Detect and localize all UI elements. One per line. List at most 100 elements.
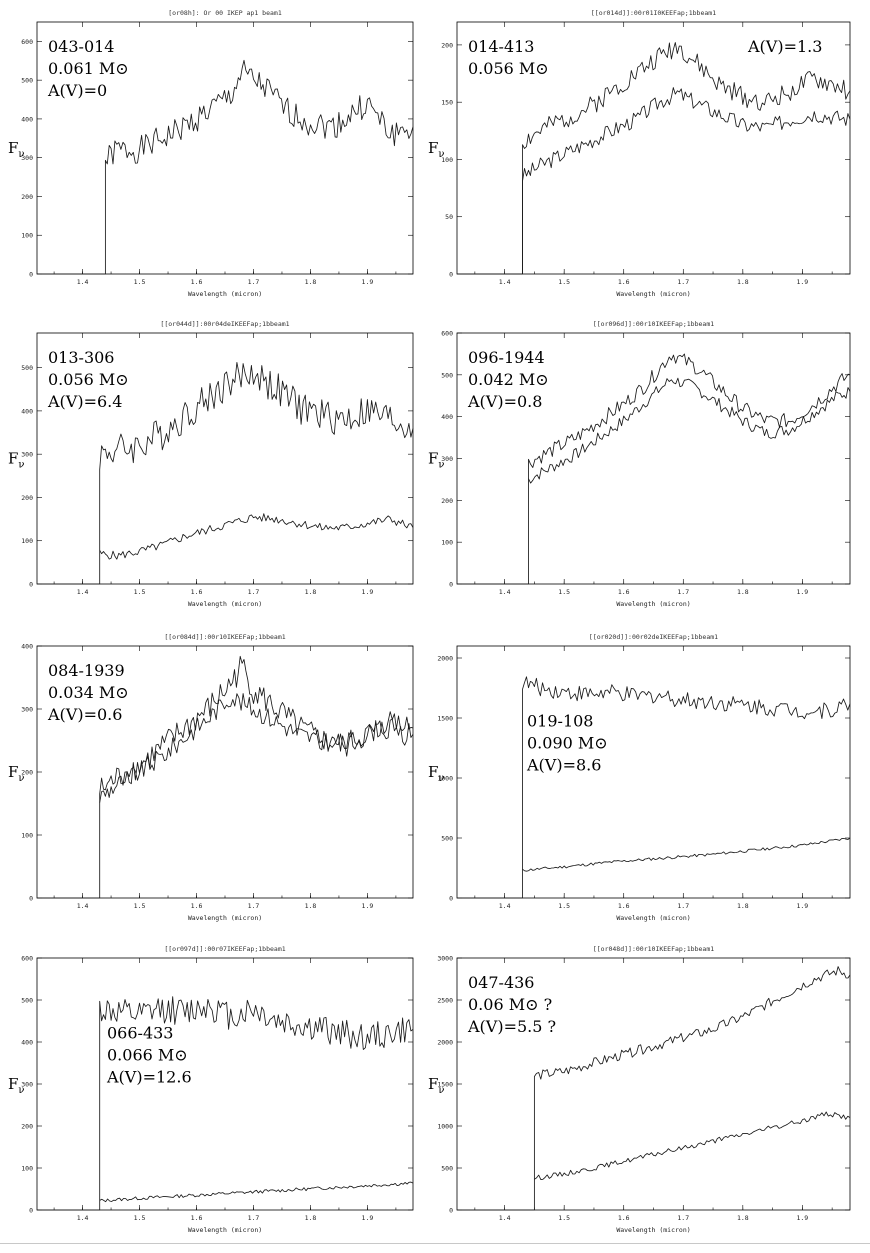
x-tick-label: 1.6 [618, 588, 630, 596]
x-tick-label: 1.4 [499, 1214, 511, 1222]
y-tick-label: 100 [21, 1165, 33, 1173]
plot-frame [456, 645, 851, 899]
panel-annotation: 014-413 [468, 37, 534, 56]
panel-annotation: 047-436 [468, 973, 534, 992]
panel-annotation: 084-1939 [48, 661, 125, 680]
x-axis-label: Wavelength (micron) [188, 290, 262, 298]
spectrum-line-1 [37, 59, 414, 275]
x-tick-label: 1.6 [618, 278, 630, 286]
y-tick-label: 200 [21, 193, 33, 201]
panel-title: [[or096d]]:00r10IKEEFap;1bbeam1 [593, 320, 714, 328]
spectrum-line-1 [457, 966, 851, 1211]
y-tick-label: 1500 [437, 715, 453, 723]
y-tick-label: 500 [441, 371, 453, 379]
y-axis-label: Fν [428, 763, 445, 784]
page-divider [0, 1243, 870, 1244]
x-tick-label: 1.7 [248, 1214, 260, 1222]
y-tick-label: 200 [441, 41, 453, 49]
x-tick-label: 1.8 [305, 278, 317, 286]
x-tick-label: 1.7 [677, 902, 689, 910]
x-tick-label: 1.5 [558, 1214, 570, 1222]
spectrum-line-2 [528, 377, 851, 484]
x-tick-label: 1.9 [362, 278, 374, 286]
y-tick-label: 2000 [437, 655, 453, 663]
panel-annotation: 0.056 M⊙ [468, 59, 549, 78]
panel-annotation: 0.056 M⊙ [48, 370, 129, 389]
y-tick-label: 400 [21, 115, 33, 123]
x-tick-label: 1.5 [134, 1214, 146, 1222]
panel-annotation: A(V)=8.6 [526, 756, 601, 775]
x-tick-label: 1.9 [796, 902, 808, 910]
spectrum-line-2 [457, 87, 851, 275]
x-tick-label: 1.8 [305, 902, 317, 910]
spectrum-line-1 [37, 361, 414, 585]
x-tick-label: 1.6 [191, 1214, 203, 1222]
x-axis-label: Wavelength (micron) [616, 1226, 690, 1234]
plot-frame [36, 957, 414, 1211]
x-tick-label: 1.4 [499, 902, 511, 910]
panel-annotation: 043-014 [48, 37, 114, 56]
panel-title: [[or048d]]:00r10IKEEFap;1bbeam1 [593, 945, 714, 953]
x-tick-label: 1.9 [362, 902, 374, 910]
y-tick-label: 100 [21, 232, 33, 240]
x-tick-label: 1.8 [305, 588, 317, 596]
panel-annotation: A(V)=6.4 [47, 392, 122, 411]
x-tick-label: 1.9 [796, 278, 808, 286]
spectrum-line-2 [99, 1181, 414, 1203]
x-axis-label: Wavelength (micron) [616, 914, 690, 922]
x-tick-label: 1.4 [499, 588, 511, 596]
y-tick-label: 1500 [437, 1081, 453, 1089]
spectrum-line-2 [99, 693, 414, 803]
x-tick-label: 1.8 [305, 1214, 317, 1222]
panel-annotation: 013-306 [48, 348, 114, 367]
y-tick-label: 100 [21, 832, 33, 840]
y-tick-label: 400 [21, 1039, 33, 1047]
y-tick-label: 0 [29, 271, 33, 279]
x-tick-label: 1.6 [618, 1214, 630, 1222]
panel-title: [[or097d]]:00r07IKEEFap;1bbeam1 [164, 945, 285, 953]
y-axis-label: Fν [8, 763, 25, 784]
y-tick-label: 0 [29, 1207, 33, 1215]
x-tick-label: 1.9 [362, 1214, 374, 1222]
y-tick-label: 50 [445, 213, 453, 221]
y-tick-label: 200 [441, 497, 453, 505]
spectrum-line-1 [457, 353, 851, 585]
spectrum-panel-3: [[or044d]]:00r04deIKEEFap;1bbeam1 1.4 1.5 1… [8, 320, 414, 608]
panel-annotation: 0.06 M⊙ ? [468, 995, 552, 1014]
y-tick-label: 400 [21, 407, 33, 415]
panel-title: [[or014d]]:00r01I0KEEFap;1bbeam1 [591, 9, 716, 17]
panel-annotation: A(V)=1.3 [747, 37, 822, 56]
spectrum-panel-5: [[or084d]]:00r10IKEEFap;1bbeam1 1.4 1.5 1.6… [8, 633, 414, 922]
spectrum-line-1 [37, 655, 414, 899]
y-tick-label: 1000 [437, 775, 453, 783]
spectrum-line-2 [534, 1111, 851, 1181]
spectrum-panel-8: [[or048d]]:00r10IKEEFap;1bbeam1 1.4 1.5 1.6… [428, 945, 851, 1234]
y-tick-label: 600 [21, 38, 33, 46]
panel-annotation: 0.066 M⊙ [107, 1046, 188, 1065]
x-tick-label: 1.7 [677, 588, 689, 596]
y-axis-label: Fν [428, 450, 445, 471]
y-tick-label: 300 [21, 706, 33, 714]
y-tick-label: 300 [21, 1081, 33, 1089]
x-tick-label: 1.4 [77, 588, 89, 596]
y-tick-label: 600 [21, 955, 33, 963]
x-tick-label: 1.5 [558, 588, 570, 596]
x-tick-label: 1.7 [677, 278, 689, 286]
spectrum-panel-7: [[or097d]]:00r07IKEEFap;1bbeam1 1.4 1.5 1.6… [8, 945, 414, 1234]
x-tick-label: 1.9 [796, 1214, 808, 1222]
y-axis-label: Fν [8, 139, 25, 160]
spectrum-panel-2: [[or014d]]:00r01I0KEEFap;1bbeam1 1.4 1.5 1.… [428, 9, 851, 298]
spectrum-line-1 [457, 676, 851, 899]
spectrum-line-1 [37, 996, 414, 1211]
spectrum-panel-1: [or08h]: Or 00 IKEP ap1 beam1 1.4 1.5 1.6 1.… [8, 9, 414, 298]
y-tick-label: 500 [21, 997, 33, 1005]
y-tick-label: 300 [21, 154, 33, 162]
x-tick-label: 1.6 [618, 902, 630, 910]
spectrum-line-2 [99, 513, 414, 560]
panel-annotation: 0.034 M⊙ [48, 683, 129, 702]
x-tick-label: 1.8 [737, 588, 749, 596]
panel-title: [[or020d]]:00r02deIKEEFap;1bbeam1 [589, 633, 718, 641]
y-tick-label: 0 [449, 581, 453, 589]
x-tick-label: 1.6 [191, 278, 203, 286]
